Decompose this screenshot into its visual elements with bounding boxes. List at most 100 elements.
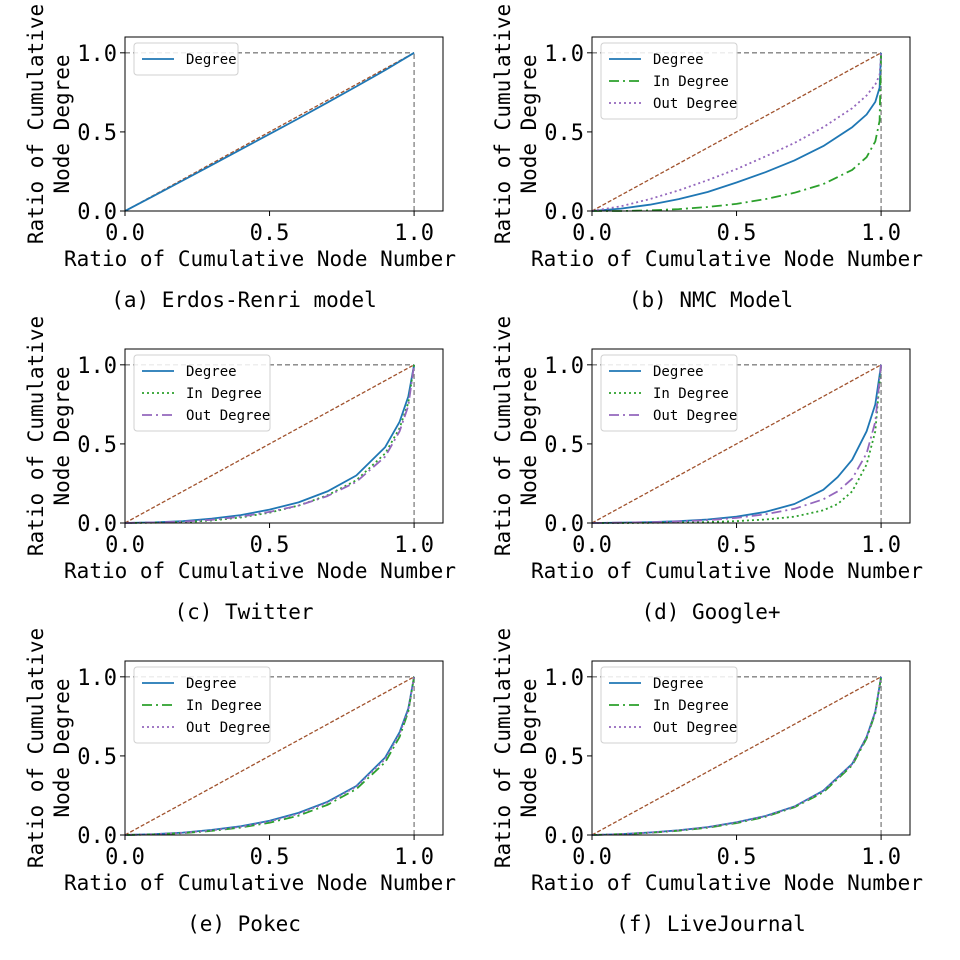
legend-label: In Degree (653, 698, 729, 714)
x-tick-label: 0.0 (105, 221, 145, 246)
series-line-degree (124, 52, 415, 212)
plot-frame (124, 348, 444, 524)
x-axis-label: Ratio of Cumulative Node Number (531, 559, 923, 583)
x-tick-label: 1.0 (394, 845, 434, 870)
y-tick-label: 0.5 (544, 121, 584, 146)
series-line-degree (124, 364, 415, 524)
equality-line (591, 676, 882, 836)
legend-label: Degree (653, 52, 704, 68)
y-tick-label: 0.0 (544, 824, 584, 849)
legend-label: Out Degree (186, 720, 270, 736)
y-tick-label: 0.5 (77, 433, 117, 458)
x-tick-label: 1.0 (861, 845, 901, 870)
legend-label: In Degree (653, 386, 729, 402)
legend-label: Degree (186, 676, 237, 692)
y-tick-label: 0.0 (544, 512, 584, 537)
x-axis-label: Ratio of Cumulative Node Number (531, 871, 923, 895)
y-axis-label-line2: Node Degree (50, 54, 74, 193)
x-tick-label: 0.0 (105, 845, 145, 870)
legend-box (600, 42, 738, 120)
legend-box (600, 666, 738, 744)
x-tick-label: 1.0 (394, 221, 434, 246)
subplot-caption: (d) Google+ (641, 600, 780, 624)
plot-frame (591, 348, 911, 524)
y-axis-label-line1: Ratio of Cumulative (491, 316, 515, 556)
y-axis-label-line2: Node Degree (50, 678, 74, 817)
subplot-caption: (e) Pokec (187, 912, 301, 936)
y-axis-label-line2: Node Degree (517, 678, 541, 817)
legend-label: Degree (653, 676, 704, 692)
y-tick-label: 0.5 (544, 745, 584, 770)
x-tick-label: 0.5 (717, 533, 757, 558)
x-tick-label: 0.5 (717, 845, 757, 870)
x-tick-label: 0.0 (572, 533, 612, 558)
equality-line (591, 52, 882, 212)
series-line-in-degree (592, 52, 882, 212)
subplot-caption: (b) NMC Model (629, 288, 793, 312)
x-tick-label: 1.0 (861, 221, 901, 246)
subplot-caption: (f) LiveJournal (616, 912, 806, 936)
y-tick-label: 1.0 (77, 354, 117, 379)
y-axis-label-line2: Node Degree (50, 366, 74, 505)
legend-label: Degree (653, 364, 704, 380)
y-tick-label: 0.0 (77, 824, 117, 849)
equality-line (124, 364, 415, 524)
y-tick-label: 0.5 (77, 745, 117, 770)
y-tick-label: 0.5 (77, 121, 117, 146)
legend-box (133, 42, 239, 76)
x-tick-label: 0.5 (250, 533, 290, 558)
plot-frame (124, 36, 444, 212)
x-tick-label: 0.5 (250, 221, 290, 246)
legend-label: In Degree (653, 74, 729, 90)
legend-label: Out Degree (186, 408, 270, 424)
y-axis-label-line1: Ratio of Cumulative (24, 628, 48, 868)
x-tick-label: 1.0 (394, 533, 434, 558)
y-axis-label-line2: Node Degree (517, 366, 541, 505)
series-line-in-degree (124, 676, 415, 836)
y-tick-label: 1.0 (544, 354, 584, 379)
y-axis-label-line1: Ratio of Cumulative (24, 316, 48, 556)
legend-box (133, 354, 271, 432)
equality-line (591, 364, 882, 524)
x-axis-label: Ratio of Cumulative Node Number (531, 247, 923, 271)
y-tick-label: 0.5 (544, 433, 584, 458)
plot-frame (591, 660, 911, 836)
series-line-degree (591, 52, 882, 212)
series-line-out-degree (124, 676, 415, 836)
x-tick-label: 0.0 (105, 533, 145, 558)
y-tick-label: 0.0 (544, 200, 584, 225)
x-axis-label: Ratio of Cumulative Node Number (64, 247, 456, 271)
series-line-in-degree (124, 364, 415, 524)
legend-box (600, 354, 738, 432)
legend-label: Out Degree (653, 408, 737, 424)
x-tick-label: 0.0 (572, 845, 612, 870)
plot-frame (124, 660, 444, 836)
y-tick-label: 1.0 (544, 42, 584, 67)
legend-label: Degree (186, 364, 237, 380)
x-axis-label: Ratio of Cumulative Node Number (64, 871, 456, 895)
y-tick-label: 1.0 (77, 42, 117, 67)
subplot-caption: (c) Twitter (174, 600, 313, 624)
plot-frame (591, 36, 911, 212)
y-axis-label-line1: Ratio of Cumulative (491, 4, 515, 244)
y-tick-label: 0.0 (77, 512, 117, 537)
subplot-c: 0.0 0.5 1.0 0.0 0.5 1.0 Ratio of Cumulative No… (24, 316, 456, 624)
x-tick-label: 0.5 (250, 845, 290, 870)
legend-label: Out Degree (653, 96, 737, 112)
legend-label: In Degree (186, 386, 262, 402)
x-tick-label: 1.0 (861, 533, 901, 558)
x-tick-label: 0.5 (717, 221, 757, 246)
legend-label: Degree (186, 52, 237, 68)
y-tick-label: 0.0 (77, 200, 117, 225)
x-tick-label: 0.0 (572, 221, 612, 246)
series-line-out-degree (124, 364, 415, 524)
series-line-in-degree (591, 676, 882, 836)
y-axis-label-line1: Ratio of Cumulative (491, 628, 515, 868)
y-axis-label-line2: Node Degree (517, 54, 541, 193)
